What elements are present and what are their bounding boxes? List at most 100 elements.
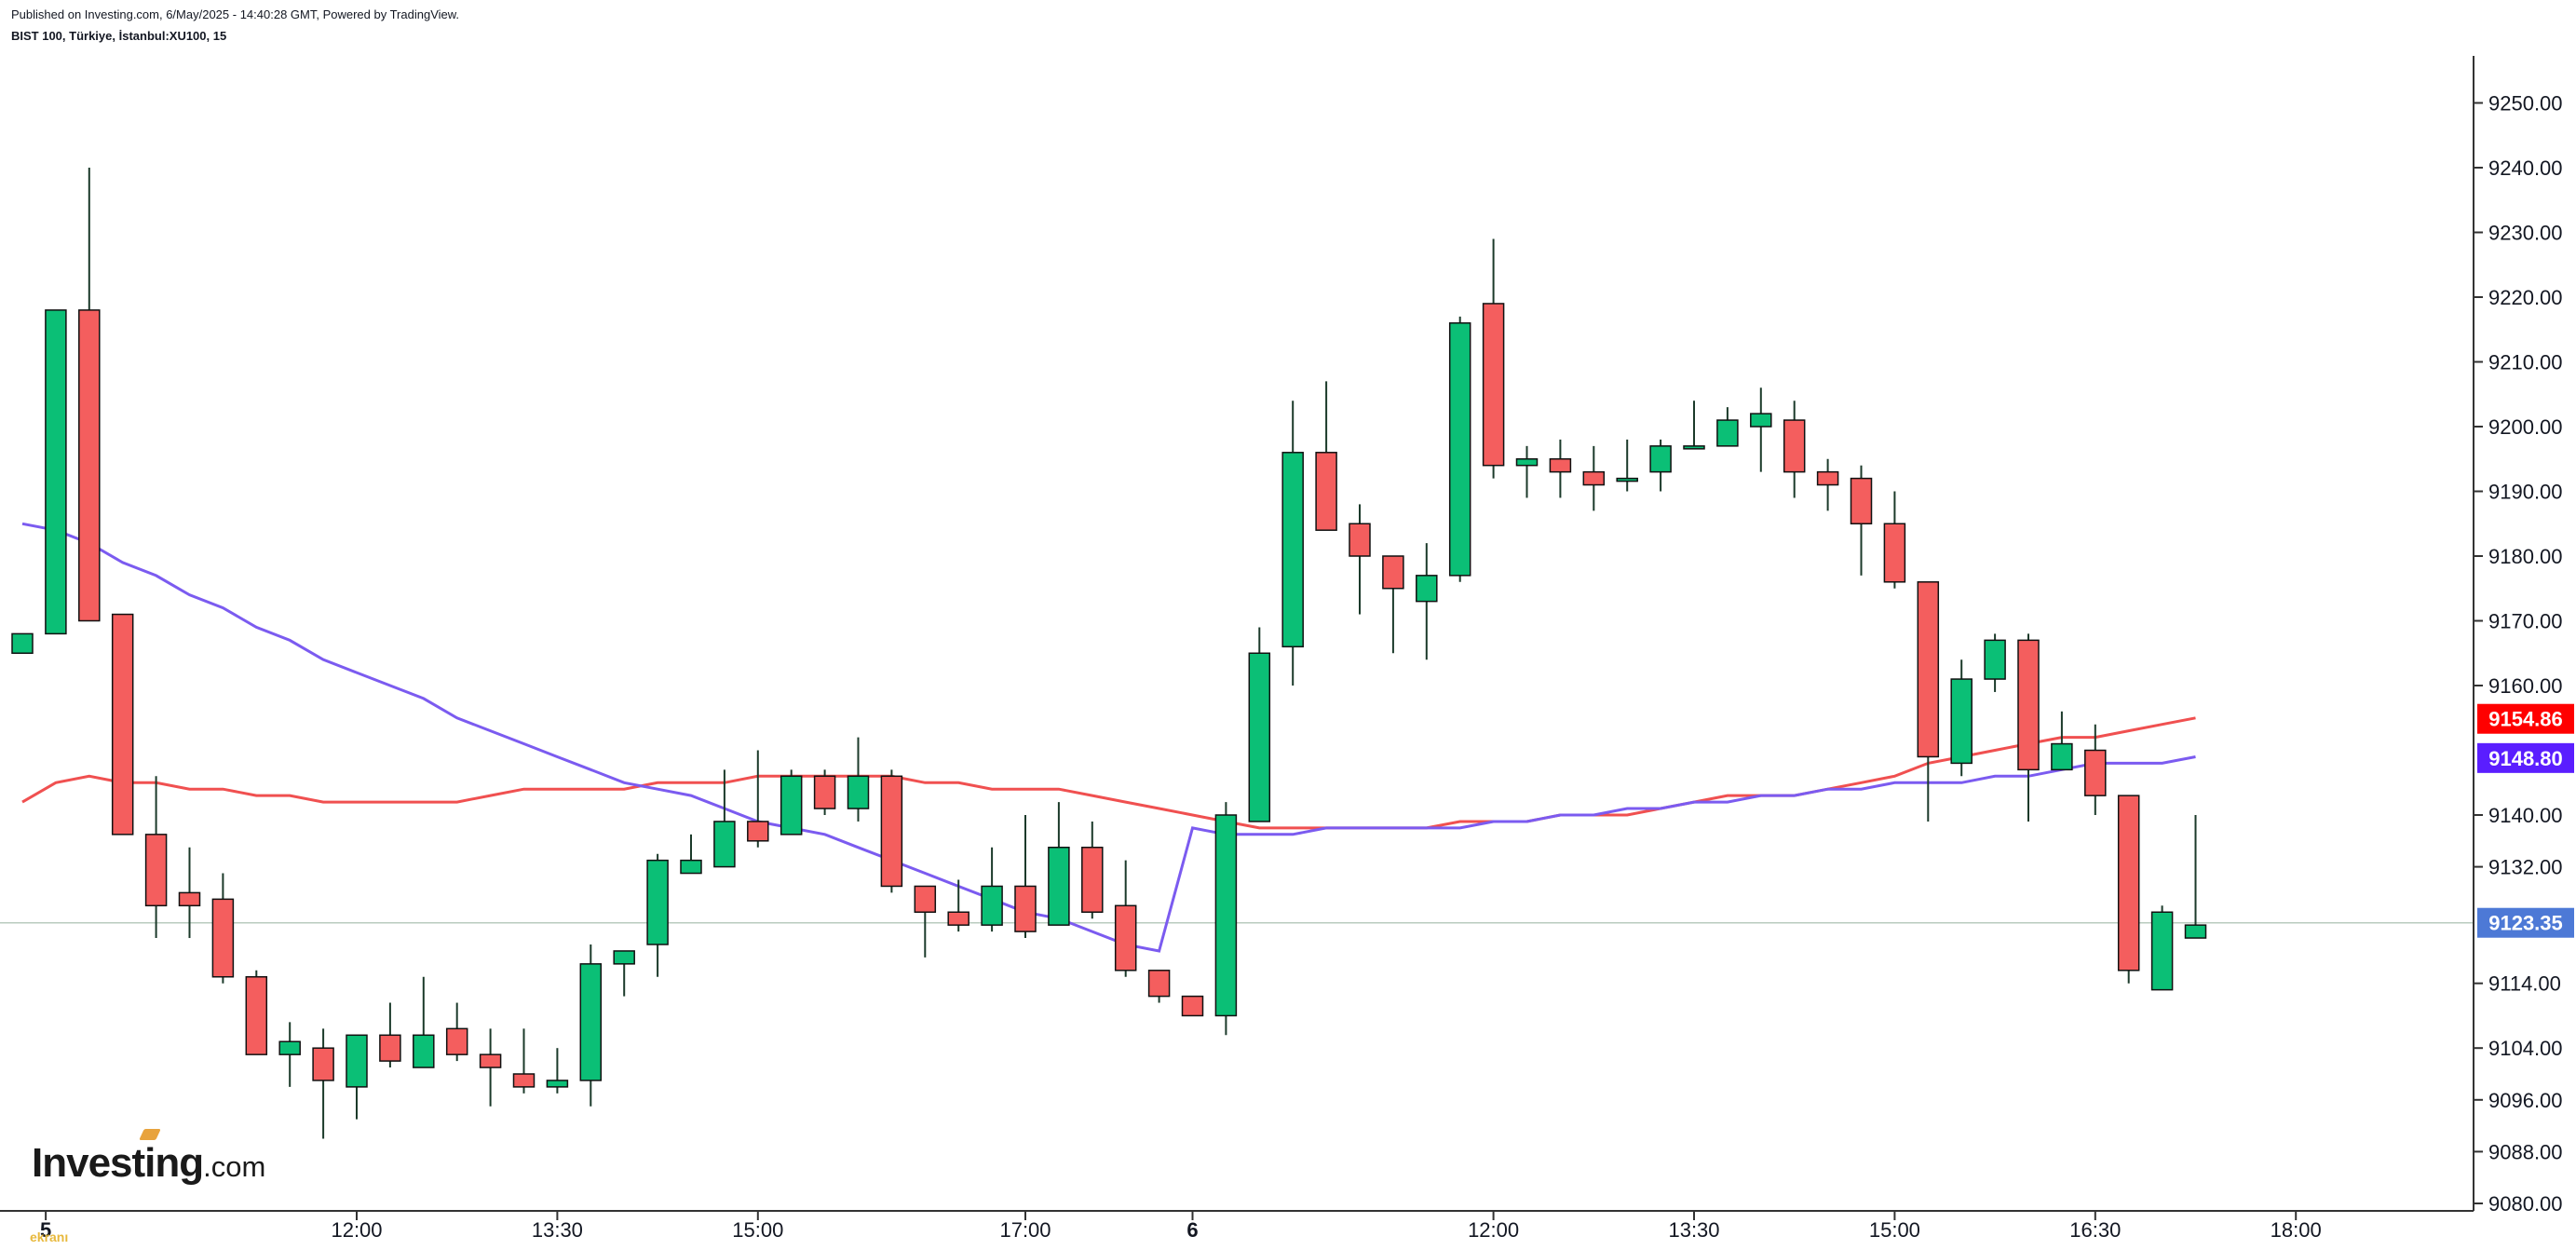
y-tick-label: 9190.00 bbox=[2488, 481, 2563, 504]
candle-body bbox=[12, 633, 33, 653]
candle-body bbox=[815, 776, 835, 808]
candle-body bbox=[881, 776, 902, 886]
candle bbox=[614, 951, 634, 997]
candle-body bbox=[614, 951, 634, 964]
candle bbox=[2152, 905, 2173, 989]
candle-body bbox=[212, 899, 233, 976]
y-tick-label: 9220.00 bbox=[2488, 286, 2563, 309]
candle bbox=[313, 1028, 333, 1138]
price-tag: 9154.86 bbox=[2477, 704, 2574, 734]
candle-body bbox=[1650, 446, 1671, 472]
candle-body bbox=[1550, 459, 1570, 472]
candle bbox=[1316, 381, 1336, 530]
candle-body bbox=[848, 776, 869, 808]
candle-body bbox=[1784, 420, 1805, 472]
price-tag: 9123.35 bbox=[2477, 908, 2574, 938]
y-tick-label: 9250.00 bbox=[2488, 92, 2563, 115]
candle bbox=[180, 848, 200, 938]
candle-body bbox=[1249, 653, 1269, 822]
candle bbox=[1015, 815, 1036, 938]
candle bbox=[1349, 504, 1370, 614]
candle-body bbox=[1517, 459, 1538, 466]
candle bbox=[414, 977, 434, 1067]
candle-body bbox=[414, 1035, 434, 1067]
candle bbox=[547, 1048, 567, 1094]
candle-body bbox=[1282, 453, 1303, 647]
y-tick-label: 9096.00 bbox=[2488, 1089, 2563, 1112]
candle-body bbox=[1417, 576, 1437, 602]
logo-suffix: .com bbox=[203, 1150, 265, 1183]
candle-body bbox=[982, 886, 1002, 925]
candle-body bbox=[1951, 679, 1972, 763]
candle bbox=[1784, 401, 1805, 497]
candle bbox=[848, 738, 869, 822]
candle-body bbox=[1751, 414, 1771, 427]
candle-body bbox=[714, 822, 735, 867]
candle bbox=[1684, 401, 1704, 449]
candle-body bbox=[514, 1074, 535, 1087]
candle-body bbox=[1851, 479, 1872, 524]
candle-body bbox=[748, 822, 768, 841]
candle bbox=[1149, 971, 1170, 1003]
x-tick-label: 6 bbox=[1186, 1218, 1198, 1242]
candle bbox=[1082, 822, 1103, 918]
y-tick-label: 9240.00 bbox=[2488, 156, 2563, 180]
candle bbox=[447, 1003, 468, 1062]
y-tick-label: 9170.00 bbox=[2488, 610, 2563, 633]
candle bbox=[948, 880, 969, 932]
candle bbox=[1550, 440, 1570, 498]
axes: 9080.00 9088.00 9096.00 9104.00 9114.00 9132.… bbox=[0, 56, 2563, 1242]
candle bbox=[79, 168, 100, 621]
x-tick-label: 13:30 bbox=[1668, 1218, 1719, 1242]
candle bbox=[46, 310, 66, 634]
candle bbox=[580, 944, 601, 1107]
y-tick-label: 9180.00 bbox=[2488, 545, 2563, 568]
x-tick-label: 15:00 bbox=[732, 1218, 783, 1242]
candle-body bbox=[1918, 582, 1938, 757]
candle bbox=[781, 769, 802, 835]
candle-body bbox=[681, 861, 701, 874]
candle-body bbox=[380, 1035, 400, 1061]
y-tick-label: 9210.00 bbox=[2488, 351, 2563, 374]
candle-body bbox=[2018, 640, 2039, 769]
candle bbox=[915, 886, 935, 957]
candle-body bbox=[113, 615, 133, 835]
candle-body bbox=[915, 886, 935, 912]
candle bbox=[12, 633, 33, 653]
candle-body bbox=[1116, 905, 1136, 971]
candle bbox=[748, 751, 768, 848]
candle-body bbox=[1583, 472, 1604, 485]
candle-body bbox=[1149, 971, 1170, 997]
candle bbox=[1951, 659, 1972, 776]
candle-body bbox=[1049, 848, 1069, 925]
candle bbox=[647, 854, 668, 977]
candle-body bbox=[1484, 304, 1504, 466]
y-tick-label: 9200.00 bbox=[2488, 415, 2563, 439]
price-tag-label: 9148.80 bbox=[2488, 747, 2563, 770]
candle bbox=[1918, 582, 1938, 822]
candle bbox=[982, 848, 1002, 931]
candle-body bbox=[313, 1048, 333, 1080]
candle-body bbox=[346, 1035, 367, 1087]
candle bbox=[380, 1003, 400, 1068]
x-tick-label: 17:00 bbox=[999, 1218, 1051, 1242]
x-tick-label: 12:00 bbox=[1468, 1218, 1519, 1242]
candle-body bbox=[1450, 323, 1471, 576]
x-tick-label: 16:30 bbox=[2069, 1218, 2121, 1242]
candle-body bbox=[1316, 453, 1336, 530]
candle bbox=[1383, 556, 1403, 653]
price-tag: 9148.80 bbox=[2477, 743, 2574, 773]
candle-body bbox=[2186, 925, 2206, 938]
candle-body bbox=[1717, 420, 1738, 446]
candle bbox=[146, 776, 167, 938]
y-tick-label: 9132.00 bbox=[2488, 856, 2563, 879]
candle-body bbox=[46, 310, 66, 634]
candle bbox=[1985, 633, 2005, 692]
candle-body bbox=[1818, 472, 1838, 485]
candle-body bbox=[1985, 640, 2005, 679]
y-tick-label: 9114.00 bbox=[2488, 972, 2561, 996]
candle-body bbox=[180, 892, 200, 905]
candle-body bbox=[481, 1054, 501, 1067]
candle-body bbox=[246, 977, 266, 1054]
